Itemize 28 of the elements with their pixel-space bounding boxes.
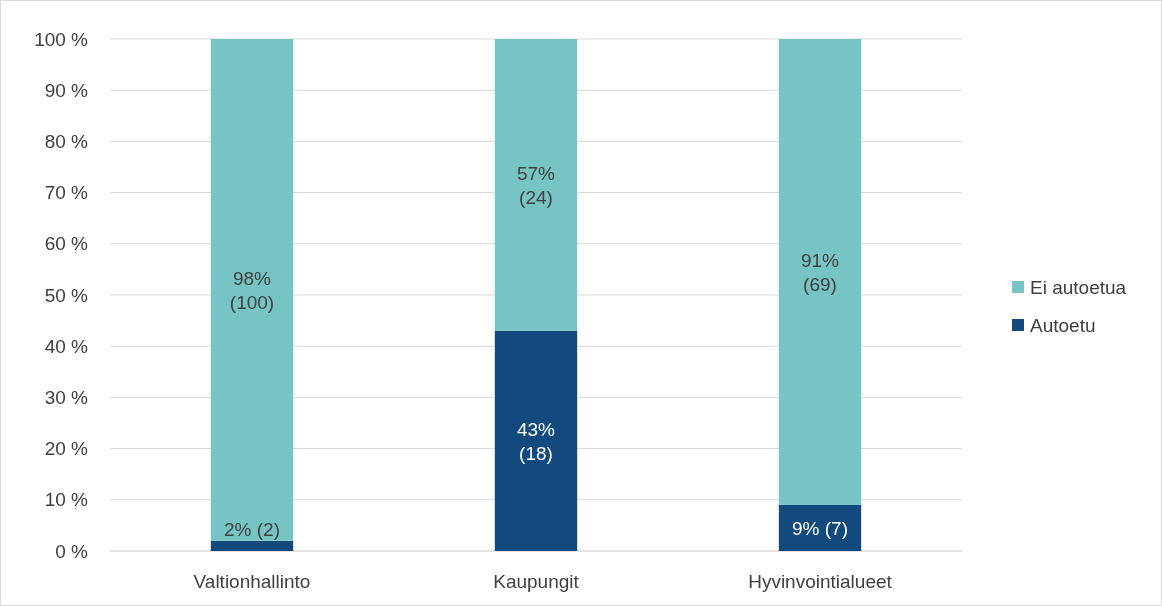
data-label: 2% (2)	[224, 518, 280, 540]
bar	[494, 39, 578, 331]
data-label: 9% (7)	[792, 517, 848, 539]
y-tick-label: 90 %	[44, 79, 89, 101]
bar	[494, 330, 578, 551]
x-tick-label: Kaupungit	[493, 570, 580, 592]
y-tick-label: 100 %	[34, 28, 89, 50]
bar	[210, 540, 294, 551]
x-tick-label: Valtionhallinto	[193, 570, 311, 592]
y-tick-label: 0 %	[55, 540, 89, 562]
y-tick-label: 40 %	[44, 335, 89, 357]
legend-label: Ei autoetua	[1030, 276, 1127, 298]
bar	[778, 504, 862, 551]
y-tick-label: 60 %	[44, 233, 89, 255]
y-tick-label: 80 %	[44, 130, 89, 152]
data-label: 91% (69)	[800, 249, 840, 295]
legend-label: Autoetu	[1030, 314, 1096, 336]
data-label: 43% (18)	[516, 418, 556, 464]
y-tick-label: 20 %	[44, 438, 89, 460]
y-tick-label: 10 %	[44, 489, 89, 511]
bar	[778, 39, 862, 505]
bar	[210, 39, 294, 541]
data-label: 57% (24)	[516, 162, 556, 208]
y-tick-label: 30 %	[44, 386, 89, 408]
y-tick-label: 50 %	[44, 284, 89, 306]
x-tick-label: Hyvinvointialueet	[748, 570, 893, 592]
y-tick-label: 70 %	[44, 182, 89, 204]
data-label: 98% (100)	[229, 267, 275, 313]
